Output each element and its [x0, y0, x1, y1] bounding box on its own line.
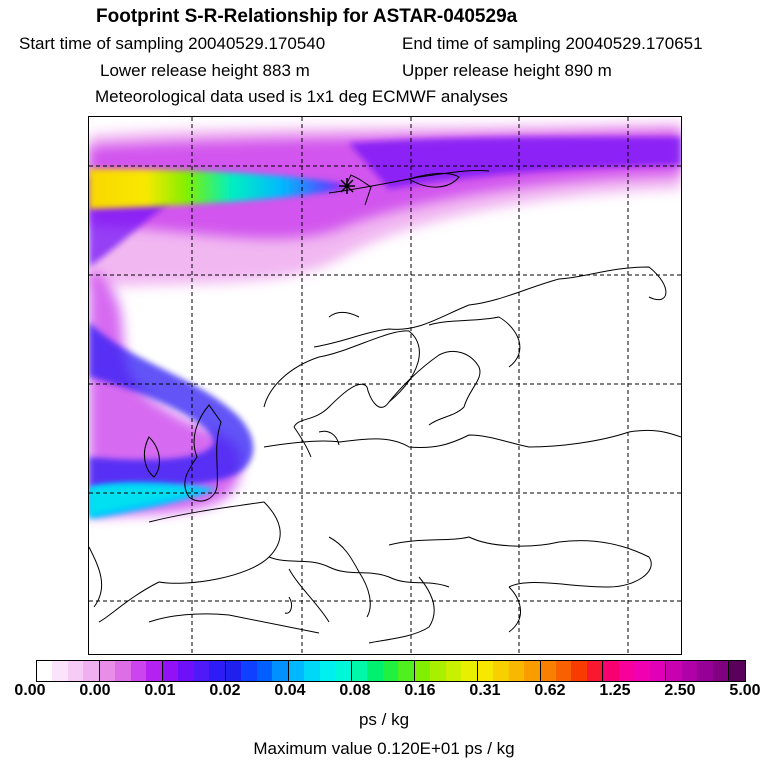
color-swatch [681, 661, 698, 681]
color-swatch [178, 661, 194, 681]
color-swatch [555, 661, 572, 681]
color-swatch [37, 661, 53, 681]
met-data-info: Meteorological data used is 1x1 deg ECMW… [95, 87, 508, 106]
color-swatch [445, 661, 462, 681]
color-swatch [493, 661, 509, 681]
scale-tick-label: 0.00 [79, 682, 111, 699]
color-swatch [712, 661, 729, 681]
scale-tick-label: 0.00 [14, 682, 46, 699]
upper-release-height: Upper release height 890 m [402, 61, 612, 80]
color-swatch [193, 661, 210, 681]
color-swatch [367, 661, 383, 681]
scale-tick-label: 2.50 [664, 682, 696, 699]
color-swatch [649, 661, 666, 681]
map-title: Footprint S-R-Relationship for ASTAR-040… [96, 6, 518, 27]
color-swatch [618, 661, 635, 681]
unit-label: ps / kg [358, 710, 410, 729]
color-swatch [241, 661, 257, 681]
color-swatch [67, 661, 84, 681]
scale-tick-label: 0.02 [209, 682, 241, 699]
max-value-label: Maximum value 0.120E+01 ps / kg [253, 739, 515, 758]
scale-tick-label: 0.08 [339, 682, 371, 699]
color-swatch [524, 661, 540, 681]
latlon-grid [89, 117, 681, 654]
color-swatch [508, 661, 525, 681]
footprint-map [88, 116, 682, 655]
color-swatch [697, 661, 713, 681]
color-swatch [461, 661, 477, 681]
scale-tick-label: 0.16 [404, 682, 436, 699]
lower-release-height: Lower release height 883 m [100, 61, 310, 80]
scale-tick-label: 0.31 [469, 682, 501, 699]
color-swatch [52, 661, 68, 681]
release-point-marker [339, 178, 355, 194]
color-swatch [335, 661, 351, 681]
end-time: End time of sampling 20040529.170651 [402, 34, 703, 53]
color-swatch [398, 661, 414, 681]
start-time: Start time of sampling 20040529.170540 [19, 34, 326, 53]
color-swatch [256, 661, 273, 681]
color-swatch [602, 661, 619, 681]
color-scale-bar [36, 660, 746, 682]
color-swatch [665, 661, 682, 681]
coastlines [89, 169, 681, 644]
color-swatch [430, 661, 446, 681]
color-swatch [382, 661, 399, 681]
color-swatch [130, 661, 147, 681]
scale-tick-label: 0.04 [274, 682, 306, 699]
scale-tick-label: 0.01 [144, 682, 176, 699]
color-swatch [634, 661, 650, 681]
scale-tick-label: 5.00 [729, 682, 761, 699]
color-swatch [224, 661, 242, 681]
scale-tick-label: 0.62 [534, 682, 566, 699]
color-swatch [287, 661, 305, 681]
color-swatch [586, 661, 603, 681]
color-swatch [350, 661, 368, 681]
scale-tick-label: 1.25 [599, 682, 631, 699]
color-swatch [476, 661, 494, 681]
color-swatch [83, 661, 99, 681]
color-swatch [571, 661, 587, 681]
color-swatch [209, 661, 225, 681]
color-swatch [304, 661, 320, 681]
color-swatch [115, 661, 131, 681]
color-swatch [272, 661, 288, 681]
color-swatch [98, 661, 116, 681]
map-canvas [89, 117, 681, 654]
footprint-plume [89, 123, 681, 519]
color-swatch [161, 661, 179, 681]
color-swatch [146, 661, 162, 681]
color-swatch [539, 661, 556, 681]
color-swatch [728, 661, 745, 681]
color-swatch [413, 661, 431, 681]
color-swatch [319, 661, 336, 681]
